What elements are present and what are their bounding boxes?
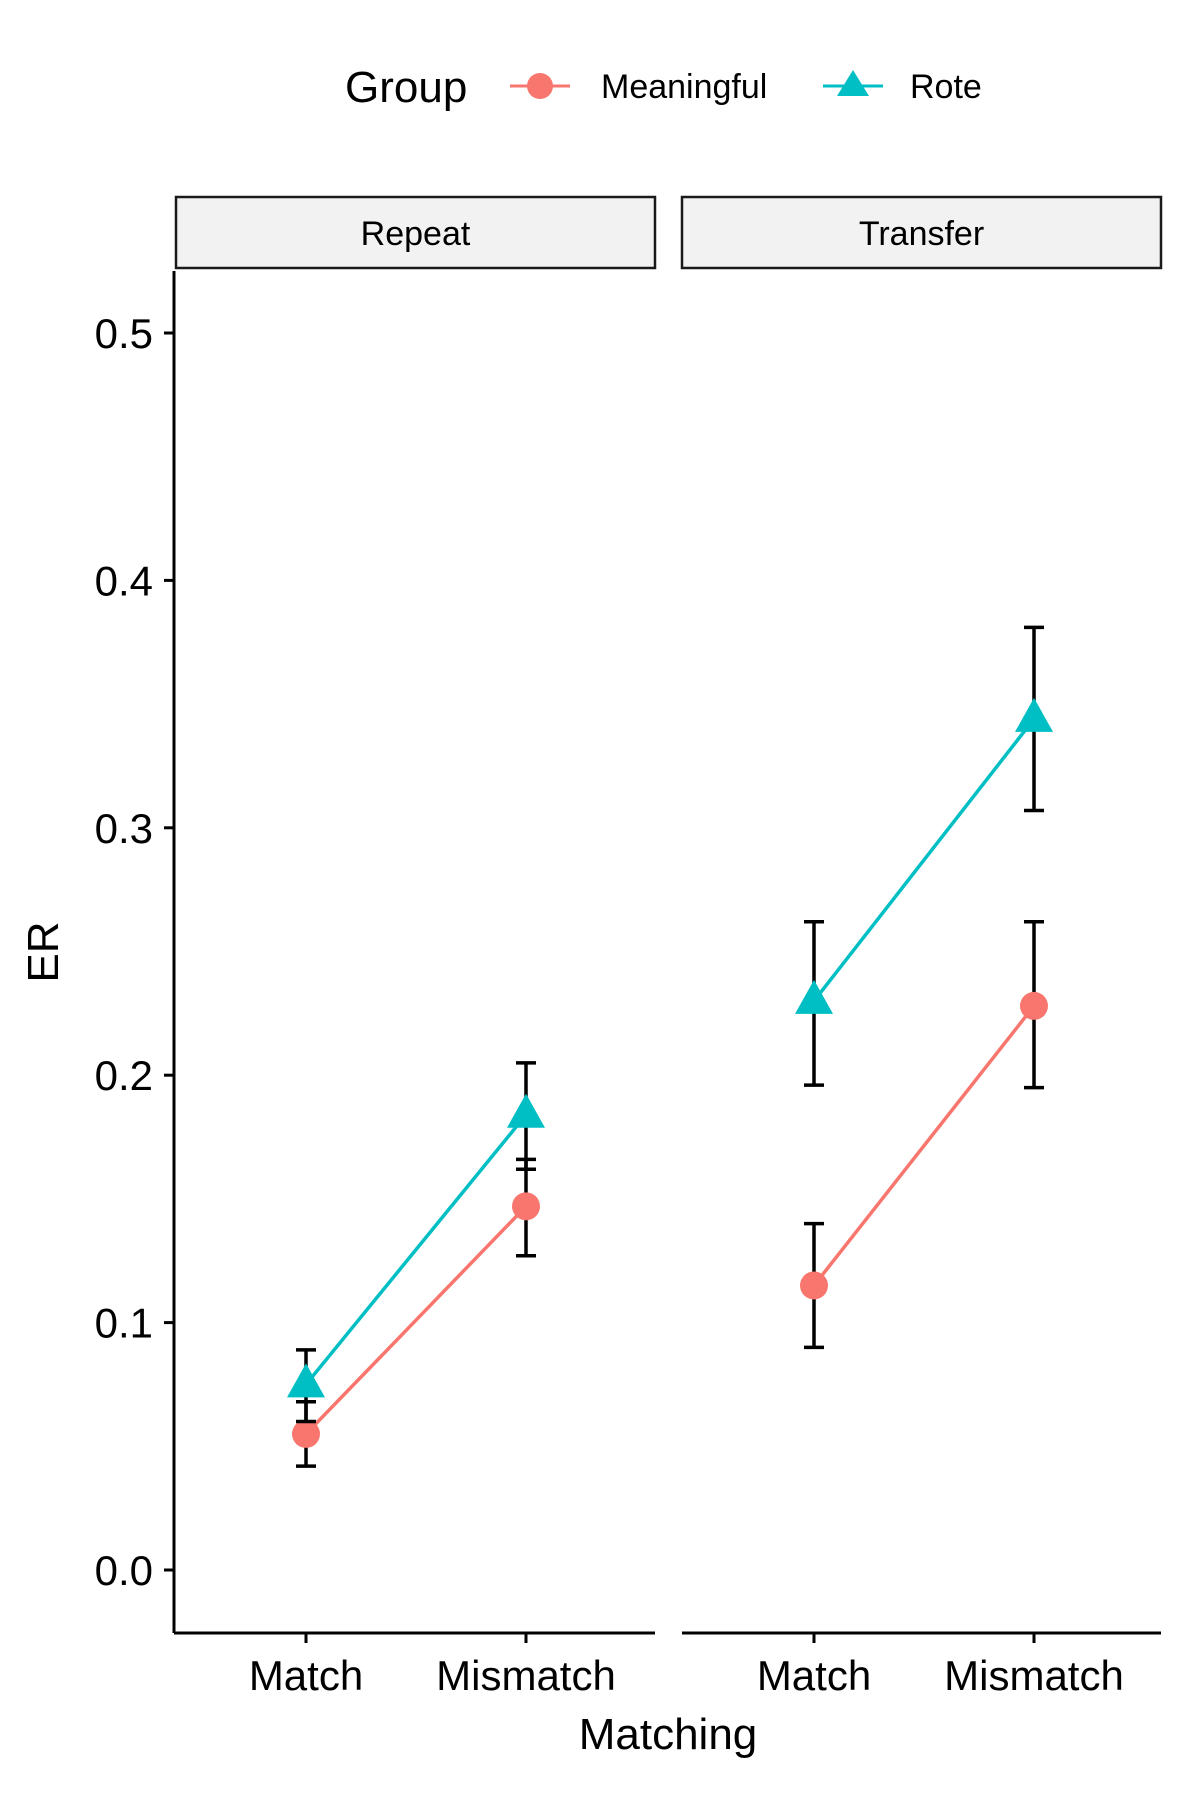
data-point-meaningful <box>512 1192 540 1221</box>
series-line-meaningful <box>304 1205 528 1436</box>
facet-strip-repeat: Repeat <box>174 195 657 270</box>
y-tick-label: 0.3 <box>95 805 153 852</box>
data-point-rote <box>507 1093 545 1128</box>
legend-item-rote: Rote <box>823 68 982 106</box>
y-tick-label: 0.1 <box>95 1300 153 1347</box>
series-line-meaningful <box>812 1004 1036 1287</box>
y-tick-label: 0.4 <box>95 557 153 604</box>
x-tick-label: Mismatch <box>436 1652 616 1699</box>
x-tick-label: Match <box>249 1652 363 1699</box>
y-tick-label: 0.2 <box>95 1052 153 1099</box>
x-axis-title: Matching <box>579 1710 758 1759</box>
series-meaningful-repeat <box>292 1157 540 1468</box>
y-axis-ticks: 0.0 0.1 0.2 0.3 0.4 0.5 <box>95 310 174 1594</box>
legend-label-meaningful: Meaningful <box>601 68 767 106</box>
series-line-rote <box>304 1113 528 1386</box>
series-meaningful-transfer <box>800 920 1048 1350</box>
x-axis-ticks: Match Mismatch Match Mismatch <box>249 1633 1124 1699</box>
x-tick-label: Match <box>757 1652 871 1699</box>
legend-item-meaningful: Meaningful <box>510 68 767 106</box>
series-line-rote <box>812 717 1036 1003</box>
data-point-meaningful <box>292 1419 320 1448</box>
legend-marker-meaningful <box>527 73 553 99</box>
series-rote-repeat <box>287 1061 545 1424</box>
facet-strip-transfer: Transfer <box>680 195 1163 270</box>
y-axis-title: ER <box>19 921 68 982</box>
y-tick-label: 0.5 <box>95 310 153 357</box>
data-point-rote <box>795 979 833 1014</box>
legend-marker-rote <box>837 70 869 96</box>
facet-label-transfer: Transfer <box>859 215 984 253</box>
y-tick-label: 0.0 <box>95 1547 153 1594</box>
legend-title: Group <box>345 63 467 112</box>
legend: Group Meaningful Rote <box>345 63 982 112</box>
legend-label-rote: Rote <box>910 68 982 106</box>
x-tick-label: Mismatch <box>944 1652 1124 1699</box>
data-point-rote <box>1015 697 1053 732</box>
data-point-meaningful <box>800 1271 828 1300</box>
series-rote-transfer <box>795 625 1053 1087</box>
plot-marks <box>287 625 1053 1468</box>
facet-label-repeat: Repeat <box>361 215 471 253</box>
data-point-meaningful <box>1020 991 1048 1020</box>
data-point-rote <box>287 1363 325 1398</box>
